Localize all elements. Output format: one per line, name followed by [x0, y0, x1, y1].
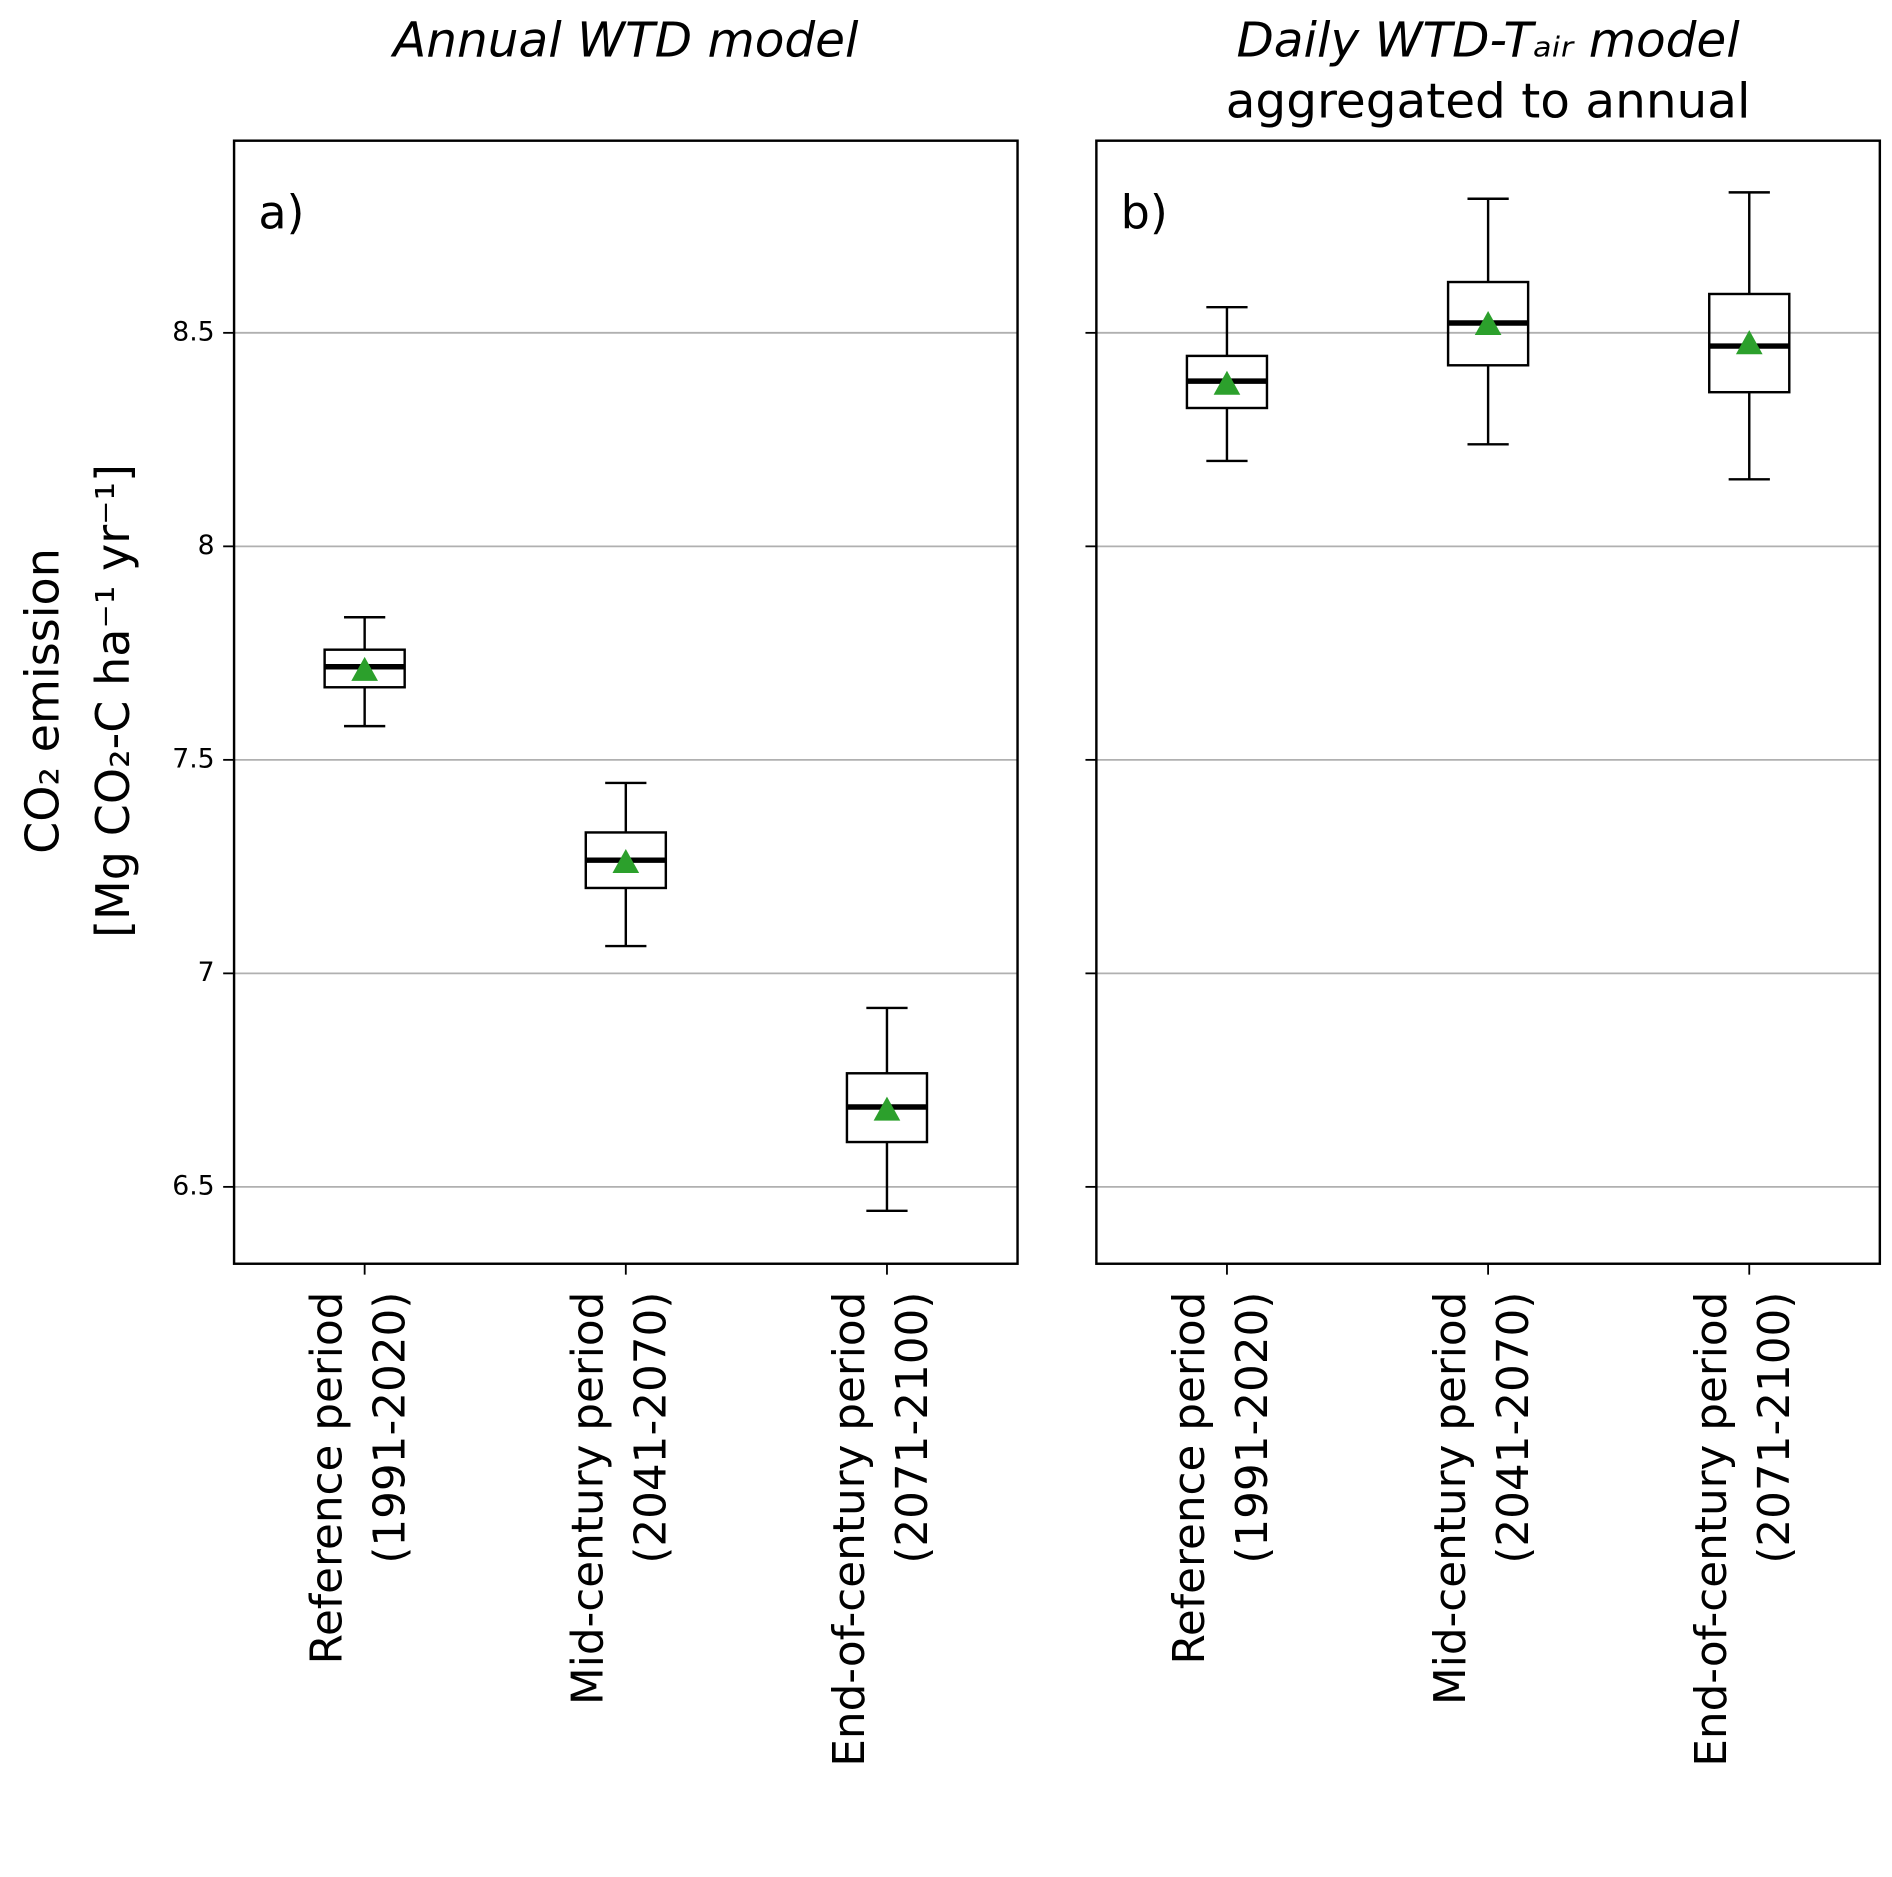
mean-marker	[1213, 370, 1241, 395]
mean-marker	[1474, 310, 1502, 335]
x-tick-label: End-of-century period	[824, 1292, 875, 1767]
x-tick-label: (2071-2100)	[887, 1292, 938, 1564]
panel-title: Daily WTD-Tₐᵢᵣ model	[1236, 13, 1740, 69]
box	[1708, 292, 1791, 394]
panel-label: a)	[258, 185, 304, 239]
y-tick-label: 7.5	[172, 743, 214, 774]
x-tick-label: End-of-century period	[1686, 1292, 1737, 1767]
x-tick-label: (2041-2070)	[1488, 1292, 1539, 1564]
x-tick-label: (2041-2070)	[626, 1292, 677, 1564]
mean-marker	[612, 849, 640, 874]
x-tick-label: (1991-2020)	[1227, 1292, 1278, 1564]
mean-marker	[1735, 330, 1763, 355]
panel-title: aggregated to annual	[1226, 73, 1751, 129]
y-tick-label: 6.5	[172, 1170, 214, 1201]
x-tick-label: Mid-century period	[563, 1292, 614, 1705]
y-tick-label: 8.5	[172, 316, 214, 347]
mean-marker	[351, 656, 378, 681]
y-axis-label: [Mg CO₂-C ha⁻¹ yr⁻¹]	[86, 464, 140, 938]
mean-marker	[873, 1096, 901, 1121]
figure: Annual WTD model 6.5 7 7.5 8 8.5 a) CO₂ emissio…	[16, 13, 1882, 1767]
x-tick-label: Mid-century period	[1425, 1292, 1476, 1705]
y-tick-label: 8	[198, 530, 215, 561]
y-axis-label: CO₂ emission	[16, 548, 70, 854]
x-tick-label: Reference period	[301, 1292, 352, 1665]
panel-label: b)	[1121, 185, 1168, 239]
panel-title: Annual WTD model	[390, 13, 859, 69]
plot-frame	[232, 139, 1019, 1265]
y-tick-label: 7	[198, 957, 215, 988]
x-tick-label: (2071-2100)	[1749, 1292, 1800, 1564]
x-tick-label: Reference period	[1164, 1292, 1215, 1665]
plot-frame	[1095, 139, 1882, 1265]
x-tick-label: (1991-2020)	[365, 1292, 416, 1564]
